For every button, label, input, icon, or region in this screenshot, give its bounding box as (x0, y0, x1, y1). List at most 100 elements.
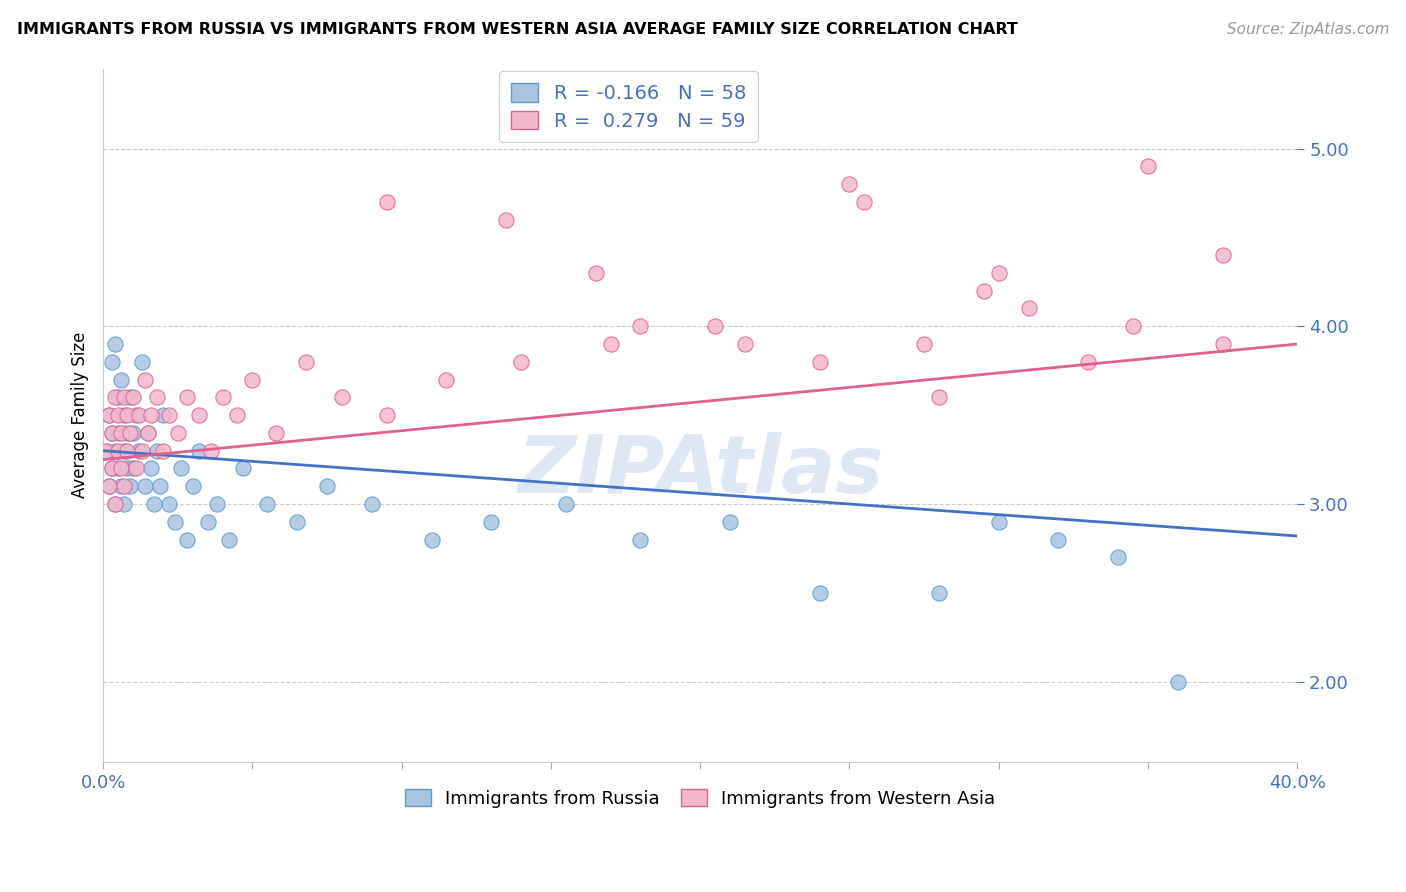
Point (142, 497, 165, 511)
Point (115, 461, 138, 475)
Point (107, 461, 129, 475)
Point (101, 425, 124, 440)
Point (122, 390, 145, 404)
Point (187, 443, 209, 458)
Point (139, 408, 162, 422)
Point (104, 497, 127, 511)
Point (256, 497, 278, 511)
Point (112, 497, 135, 511)
Point (94, 443, 117, 458)
Point (104, 337, 127, 351)
Point (630, 319, 652, 334)
Point (316, 479, 339, 493)
Point (1136, 159, 1159, 173)
Point (987, 515, 1010, 529)
Point (107, 443, 129, 458)
Point (128, 408, 150, 422)
Point (808, 586, 831, 600)
Y-axis label: Average Family Size: Average Family Size (72, 332, 89, 499)
Point (128, 443, 150, 458)
Point (1077, 355, 1099, 369)
Point (360, 497, 382, 511)
Point (110, 425, 132, 440)
Point (200, 443, 222, 458)
Point (110, 461, 132, 475)
Point (166, 425, 188, 440)
Point (205, 497, 228, 511)
Point (112, 390, 135, 404)
Point (118, 479, 141, 493)
Point (157, 497, 180, 511)
Point (734, 337, 756, 351)
Point (104, 497, 127, 511)
Point (94, 443, 117, 458)
Point (122, 425, 145, 440)
Point (146, 443, 169, 458)
Legend: Immigrants from Russia, Immigrants from Western Asia: Immigrants from Russia, Immigrants from … (398, 782, 1002, 815)
Point (218, 533, 240, 547)
Point (853, 194, 876, 209)
Point (98, 479, 121, 493)
Point (125, 408, 148, 422)
Point (104, 390, 127, 404)
Point (115, 425, 138, 440)
Text: ZIPAtlas: ZIPAtlas (517, 432, 883, 509)
Point (987, 266, 1010, 280)
Point (1212, 337, 1234, 351)
Point (152, 408, 174, 422)
Point (181, 479, 204, 493)
Point (125, 461, 148, 475)
Point (176, 533, 198, 547)
Point (187, 408, 209, 422)
Point (295, 355, 318, 369)
Point (152, 443, 174, 458)
Point (554, 497, 576, 511)
Point (176, 390, 198, 404)
Point (115, 408, 138, 422)
Point (375, 194, 398, 209)
Point (197, 515, 219, 529)
Point (630, 533, 652, 547)
Point (1122, 319, 1144, 334)
Point (98, 408, 121, 422)
Point (136, 425, 159, 440)
Point (101, 355, 124, 369)
Point (118, 390, 141, 404)
Point (112, 408, 135, 422)
Point (131, 443, 153, 458)
Point (104, 443, 127, 458)
Point (131, 355, 153, 369)
Point (107, 390, 129, 404)
Point (122, 461, 145, 475)
Point (112, 443, 135, 458)
Point (808, 355, 831, 369)
Point (599, 337, 621, 351)
Point (242, 373, 264, 387)
Point (112, 479, 135, 493)
Point (264, 425, 287, 440)
Point (330, 390, 353, 404)
Point (139, 461, 162, 475)
Point (157, 408, 180, 422)
Point (510, 355, 533, 369)
Point (1212, 248, 1234, 262)
Point (838, 177, 860, 191)
Point (585, 266, 607, 280)
Point (110, 479, 132, 493)
Point (134, 373, 156, 387)
Point (163, 515, 186, 529)
Point (110, 373, 132, 387)
Point (134, 479, 156, 493)
Point (1107, 550, 1129, 565)
Point (136, 425, 159, 440)
Point (973, 284, 995, 298)
Point (1167, 674, 1189, 689)
Point (928, 390, 950, 404)
Text: Source: ZipAtlas.com: Source: ZipAtlas.com (1226, 22, 1389, 37)
Point (101, 425, 124, 440)
Point (232, 461, 254, 475)
Point (436, 373, 458, 387)
Point (928, 586, 950, 600)
Point (101, 461, 124, 475)
Point (146, 390, 169, 404)
